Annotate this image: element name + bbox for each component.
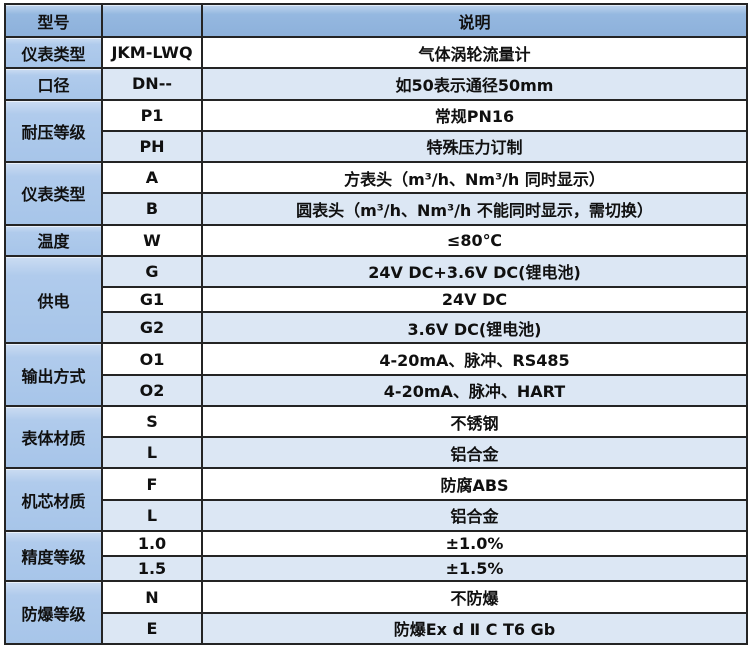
description-cell: 3.6V DC(锂电池): [201, 311, 748, 345]
model-selection-table: 型号 说明 仪表类型 JKM-LWQ 气体涡轮流量计 口径 DN-- 如50表示通径50m…: [4, 3, 748, 646]
description-cell: 不防爆: [201, 580, 748, 614]
group-label: 供电: [4, 254, 103, 345]
code-cell: F: [101, 467, 203, 501]
description-cell: 圆表头（m³/h、Nm³/h 不能同时显示，需切换）: [201, 192, 748, 226]
group-label: 温度: [4, 223, 103, 257]
table-row: 输出方式 O1 4-20mA、脉冲、RS485: [4, 342, 748, 407]
code-cell: PH: [101, 129, 203, 164]
table-row: 精度等级 1.0 ±1.0%: [4, 529, 748, 583]
code-cell: B: [101, 192, 203, 226]
code-cell: 1.0: [101, 529, 203, 558]
header-description: 说明: [201, 3, 748, 38]
group-label: 机芯材质: [4, 467, 103, 532]
table-row: 耐压等级 P1 常规PN16: [4, 98, 748, 163]
group-label: 仪表类型: [4, 161, 103, 226]
group-label: 耐压等级: [4, 98, 103, 163]
description-cell: ≤80℃: [201, 223, 748, 257]
table-row: B 圆表头（m³/h、Nm³/h 不能同时显示，需切换）: [5, 192, 748, 226]
code-cell: DN--: [101, 67, 203, 101]
description-cell: 防爆Ex d Ⅱ C T6 Gb: [201, 611, 748, 646]
table-row: 供电 G 24V DC+3.6V DC(锂电池): [4, 254, 748, 345]
table-row: 口径 DN-- 如50表示通径50mm: [4, 67, 748, 101]
table-row: L 铝合金: [5, 498, 748, 532]
header-row: 型号 说明: [4, 3, 748, 38]
table-row: 仪表类型 A 方表头（m³/h、Nm³/h 同时显示）: [4, 160, 748, 226]
description-cell: 特殊压力订制: [201, 129, 748, 164]
table-row: O2 4-20mA、脉冲、HART: [5, 373, 748, 407]
code-cell: 1.5: [101, 555, 203, 583]
code-cell: G2: [101, 311, 203, 345]
group-label: 输出方式: [4, 342, 103, 407]
code-cell: P1: [101, 98, 203, 132]
description-cell: 铝合金: [201, 498, 748, 532]
code-cell: W: [101, 223, 203, 257]
group-label: 表体材质: [4, 404, 103, 470]
code-cell: E: [101, 611, 203, 646]
header-code: [101, 3, 203, 38]
description-cell: ±1.5%: [201, 555, 748, 583]
code-cell: JKM-LWQ: [101, 35, 203, 70]
group-label: 防爆等级: [4, 580, 103, 645]
table-row: L 铝合金: [5, 436, 748, 470]
description-cell: 气体涡轮流量计: [201, 35, 748, 70]
description-cell: 4-20mA、脉冲、RS485: [201, 342, 748, 376]
code-cell: N: [101, 580, 203, 614]
description-cell: 常规PN16: [201, 98, 748, 132]
code-cell: G1: [101, 285, 203, 314]
code-cell: L: [101, 498, 203, 532]
table-row: PH 特殊压力订制: [5, 129, 748, 164]
header-model: 型号: [4, 3, 103, 38]
table-row: 温度 W ≤80℃: [4, 223, 748, 257]
group-label: 仪表类型: [4, 35, 103, 70]
code-cell: S: [101, 404, 203, 439]
table-row: G1 24V DC: [5, 285, 748, 314]
code-cell: G: [101, 254, 203, 289]
code-cell: L: [101, 436, 203, 470]
model-selection-table-container: 型号 说明 仪表类型 JKM-LWQ 气体涡轮流量计 口径 DN-- 如50表示通径50m…: [4, 3, 748, 646]
table-row: 机芯材质 F 防腐ABS: [4, 467, 748, 532]
table-header: 型号 说明: [4, 3, 748, 38]
table-row: G2 3.6V DC(锂电池): [5, 311, 748, 345]
description-cell: 方表头（m³/h、Nm³/h 同时显示）: [201, 160, 748, 195]
code-cell: A: [101, 160, 203, 195]
description-cell: 如50表示通径50mm: [201, 67, 748, 101]
table-body: 仪表类型 JKM-LWQ 气体涡轮流量计 口径 DN-- 如50表示通径50mm 耐压等级 P…: [4, 35, 748, 646]
description-cell: ±1.0%: [201, 529, 748, 558]
description-cell: 不锈钢: [201, 404, 748, 439]
code-cell: O2: [101, 373, 203, 407]
group-label: 口径: [4, 67, 103, 101]
table-row: 表体材质 S 不锈钢: [4, 404, 748, 470]
group-label: 精度等级: [4, 529, 103, 583]
description-cell: 24V DC: [201, 285, 748, 314]
table-row: 1.5 ±1.5%: [5, 555, 748, 583]
description-cell: 铝合金: [201, 436, 748, 470]
description-cell: 24V DC+3.6V DC(锂电池): [201, 254, 748, 289]
code-cell: O1: [101, 342, 203, 376]
table-row: 防爆等级 N 不防爆: [4, 580, 748, 645]
description-cell: 4-20mA、脉冲、HART: [201, 373, 748, 407]
table-row: 仪表类型 JKM-LWQ 气体涡轮流量计: [4, 35, 748, 70]
table-row: E 防爆Ex d Ⅱ C T6 Gb: [5, 611, 748, 646]
description-cell: 防腐ABS: [201, 467, 748, 501]
